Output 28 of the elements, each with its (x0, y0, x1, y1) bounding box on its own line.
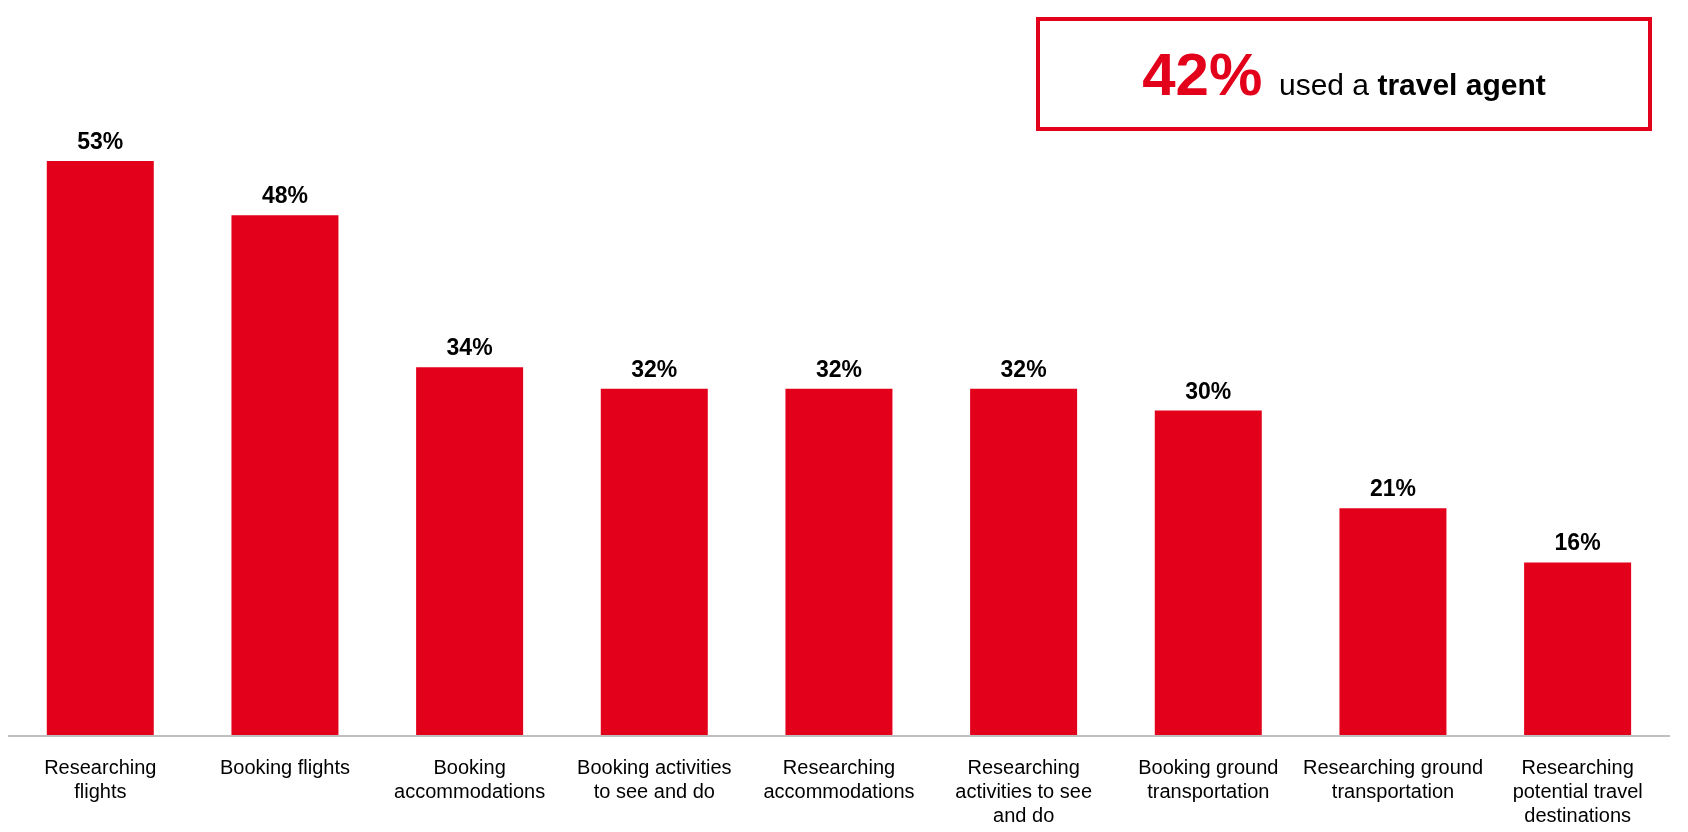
data-label: 53% (77, 128, 124, 154)
data-label: 32% (631, 355, 678, 382)
callout-box: 42% used a travel agent (1036, 17, 1652, 131)
bar (46, 161, 154, 736)
x-tick-label: Booking activities to see and do (577, 756, 732, 802)
x-tick-label: Booking accommodations (394, 756, 546, 802)
bar (785, 388, 893, 736)
x-tick-label: Researching flights (44, 756, 157, 802)
bar (600, 388, 708, 736)
data-label: 16% (1554, 529, 1601, 556)
data-label: 30% (1185, 377, 1232, 404)
data-label: 32% (815, 355, 862, 382)
x-tick-label: Researching ground transportation (1302, 756, 1484, 802)
bar (1154, 410, 1262, 736)
data-label: 32% (1000, 355, 1047, 382)
bar (416, 367, 524, 736)
bar (970, 388, 1078, 736)
bar (231, 215, 339, 736)
data-label: 21% (1369, 475, 1416, 502)
data-label: 48% (261, 182, 308, 209)
x-tick-label: Researching potential travel destinations (1512, 756, 1643, 826)
x-tick-label: Booking ground transportation (1138, 756, 1279, 802)
bar (1524, 562, 1632, 736)
x-tick-label: Booking flights (219, 756, 351, 778)
x-tick-label: Researching accommodations (763, 756, 915, 802)
bar (1339, 508, 1447, 736)
data-label: 34% (446, 334, 493, 361)
x-tick-label: Researching activities to see and do (955, 756, 1093, 826)
